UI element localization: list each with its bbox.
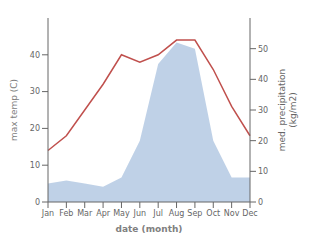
svg-text:10: 10 [30, 161, 40, 170]
svg-text:Dec: Dec [242, 209, 257, 218]
svg-text:0: 0 [258, 198, 263, 207]
svg-text:date (month): date (month) [116, 224, 183, 234]
svg-text:Nov: Nov [224, 209, 240, 218]
svg-text:50: 50 [258, 45, 268, 54]
svg-text:Apr: Apr [96, 209, 111, 218]
svg-text:20: 20 [30, 124, 40, 133]
svg-text:30: 30 [30, 87, 40, 96]
svg-text:May: May [113, 209, 130, 218]
svg-text:30: 30 [258, 106, 268, 115]
svg-text:max temp (C): max temp (C) [9, 79, 19, 141]
svg-text:Feb: Feb [59, 209, 73, 218]
svg-text:20: 20 [258, 137, 268, 146]
svg-text:40: 40 [258, 75, 268, 84]
svg-text:med. precipitation(kg/m2): med. precipitation(kg/m2) [277, 69, 298, 151]
svg-text:Sep: Sep [187, 209, 202, 218]
svg-text:10: 10 [258, 167, 268, 176]
svg-text:Jun: Jun [133, 209, 147, 218]
svg-text:Oct: Oct [206, 209, 220, 218]
svg-text:Aug: Aug [169, 209, 185, 218]
svg-text:0: 0 [35, 198, 40, 207]
svg-text:40: 40 [30, 51, 40, 60]
svg-text:Jul: Jul [152, 209, 163, 218]
svg-text:Mar: Mar [77, 209, 93, 218]
svg-text:Jan: Jan [41, 209, 54, 218]
